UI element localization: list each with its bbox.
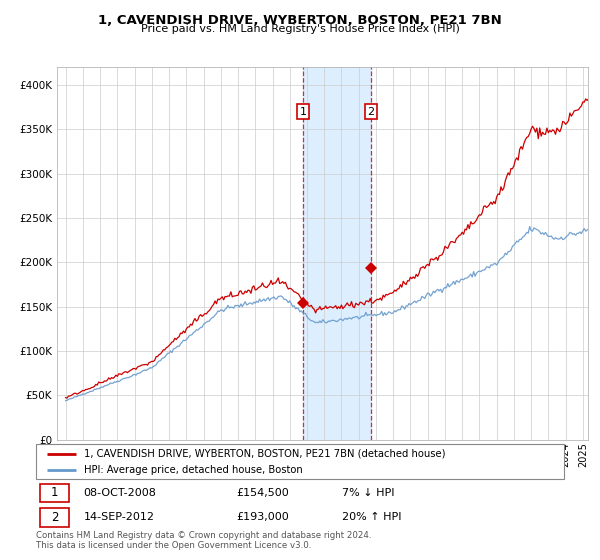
Bar <box>40 508 69 527</box>
Text: 08-OCT-2008: 08-OCT-2008 <box>83 488 157 498</box>
Text: 20% ↑ HPI: 20% ↑ HPI <box>342 512 402 522</box>
Text: 7% ↓ HPI: 7% ↓ HPI <box>342 488 395 498</box>
Text: Contains HM Land Registry data © Crown copyright and database right 2024.
This d: Contains HM Land Registry data © Crown c… <box>36 531 371 550</box>
Text: 2: 2 <box>367 106 374 116</box>
Text: 2: 2 <box>51 511 58 524</box>
Text: £193,000: £193,000 <box>236 512 289 522</box>
Text: 1, CAVENDISH DRIVE, WYBERTON, BOSTON, PE21 7BN (detached house): 1, CAVENDISH DRIVE, WYBERTON, BOSTON, PE… <box>83 449 445 459</box>
Text: 14-SEP-2012: 14-SEP-2012 <box>83 512 155 522</box>
Text: Price paid vs. HM Land Registry's House Price Index (HPI): Price paid vs. HM Land Registry's House … <box>140 24 460 34</box>
Text: 1: 1 <box>299 106 307 116</box>
Text: 1: 1 <box>51 486 58 500</box>
Bar <box>303 67 371 440</box>
Bar <box>40 484 69 502</box>
Text: 1, CAVENDISH DRIVE, WYBERTON, BOSTON, PE21 7BN: 1, CAVENDISH DRIVE, WYBERTON, BOSTON, PE… <box>98 14 502 27</box>
Text: £154,500: £154,500 <box>236 488 289 498</box>
Text: HPI: Average price, detached house, Boston: HPI: Average price, detached house, Bost… <box>83 465 302 475</box>
